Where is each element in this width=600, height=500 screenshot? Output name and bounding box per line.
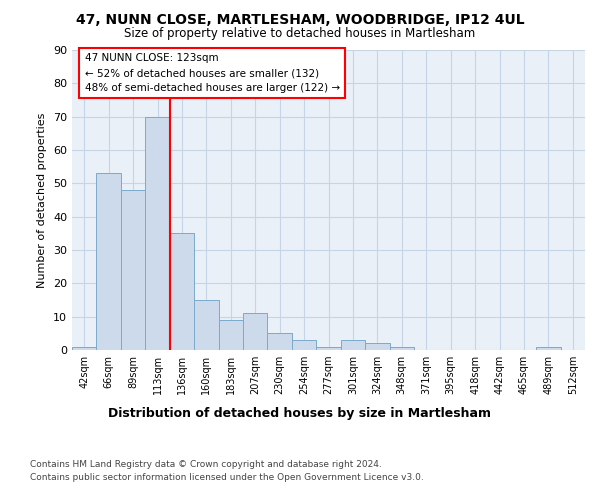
- Bar: [97, 174, 121, 350]
- Text: Contains HM Land Registry data © Crown copyright and database right 2024.: Contains HM Land Registry data © Crown c…: [30, 460, 382, 469]
- Y-axis label: Number of detached properties: Number of detached properties: [37, 112, 47, 288]
- Bar: [72, 346, 97, 350]
- Text: Size of property relative to detached houses in Martlesham: Size of property relative to detached ho…: [124, 28, 476, 40]
- Bar: [218, 320, 243, 350]
- Bar: [268, 334, 292, 350]
- Bar: [194, 300, 218, 350]
- Bar: [316, 346, 341, 350]
- Bar: [121, 190, 145, 350]
- Bar: [145, 116, 170, 350]
- Bar: [292, 340, 316, 350]
- Bar: [389, 346, 414, 350]
- Bar: [365, 344, 389, 350]
- Text: 47, NUNN CLOSE, MARTLESHAM, WOODBRIDGE, IP12 4UL: 47, NUNN CLOSE, MARTLESHAM, WOODBRIDGE, …: [76, 12, 524, 26]
- Text: Contains public sector information licensed under the Open Government Licence v3: Contains public sector information licen…: [30, 472, 424, 482]
- Bar: [341, 340, 365, 350]
- Bar: [170, 234, 194, 350]
- Bar: [243, 314, 268, 350]
- Text: 47 NUNN CLOSE: 123sqm
← 52% of detached houses are smaller (132)
48% of semi-det: 47 NUNN CLOSE: 123sqm ← 52% of detached …: [85, 54, 340, 93]
- Text: Distribution of detached houses by size in Martlesham: Distribution of detached houses by size …: [109, 408, 491, 420]
- Bar: [536, 346, 560, 350]
